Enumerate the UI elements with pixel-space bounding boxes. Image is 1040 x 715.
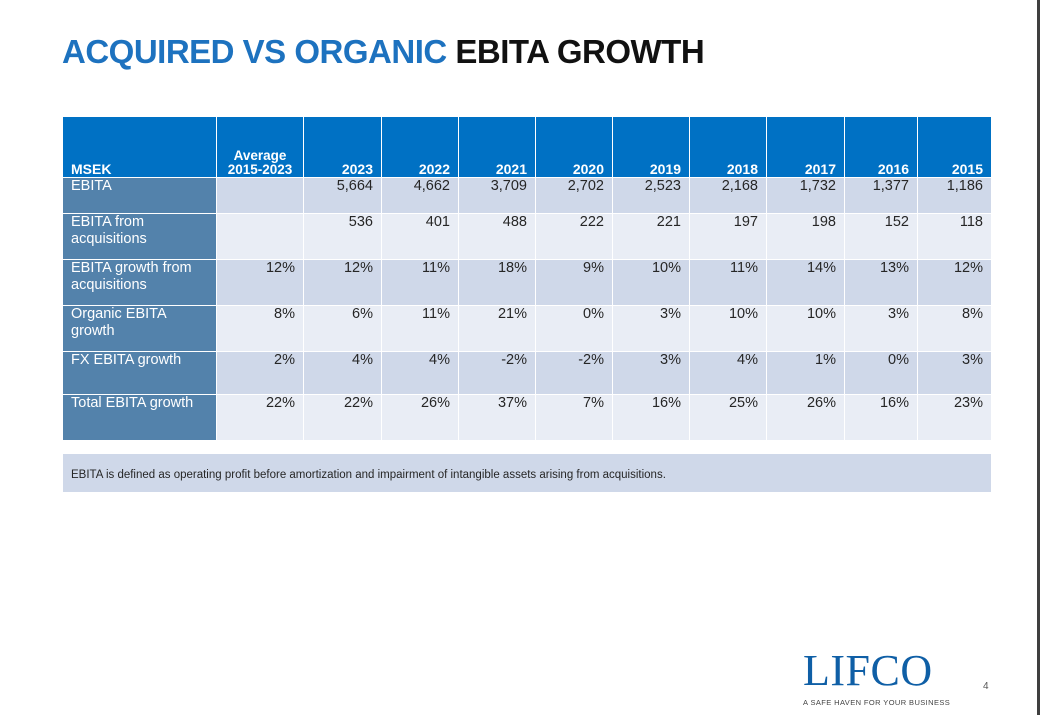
title-part-1: ACQUIRED VS ORGANIC <box>62 33 447 70</box>
table-cell: 1,377 <box>845 178 918 214</box>
table-cell: 1,732 <box>767 178 845 214</box>
table-cell: 401 <box>382 214 459 260</box>
table-cell: 3% <box>918 352 991 395</box>
table-cell: 0% <box>845 352 918 395</box>
table-row: FX EBITA growth 2% 4% 4% -2% -2% 3% 4% 1… <box>63 352 991 395</box>
row-label: EBITA <box>63 178 217 214</box>
table-cell: 152 <box>845 214 918 260</box>
logo-wordmark: LIFCO <box>803 646 933 695</box>
column-header: 2017 <box>767 117 845 178</box>
lifco-logo: LIFCO A SAFE HAVEN FOR YOUR BUSINESS <box>803 646 953 708</box>
table-cell: 13% <box>845 260 918 306</box>
table-cell: 21% <box>459 306 536 352</box>
table-cell: 222 <box>536 214 613 260</box>
table-cell: 3% <box>613 352 690 395</box>
table-cell: 10% <box>690 306 767 352</box>
table-cell: 198 <box>767 214 845 260</box>
table-cell: 12% <box>304 260 382 306</box>
table-cell: 11% <box>690 260 767 306</box>
table-cell: 16% <box>845 395 918 441</box>
row-label: EBITA growth from acquisitions <box>63 260 217 306</box>
table-row: Total EBITA growth 22% 22% 26% 37% 7% 16… <box>63 395 991 441</box>
column-header: 2020 <box>536 117 613 178</box>
table-cell: 10% <box>613 260 690 306</box>
table-cell: 3,709 <box>459 178 536 214</box>
column-header: 2019 <box>613 117 690 178</box>
table-cell: 4% <box>304 352 382 395</box>
slide-right-border <box>1037 0 1040 715</box>
table-cell: 2,523 <box>613 178 690 214</box>
logo-tagline: A SAFE HAVEN FOR YOUR BUSINESS <box>803 698 951 707</box>
table-cell: 1,186 <box>918 178 991 214</box>
table-row: EBITA growth from acquisitions 12% 12% 1… <box>63 260 991 306</box>
table-cell: 2,702 <box>536 178 613 214</box>
table-cell: 4,662 <box>382 178 459 214</box>
row-label: FX EBITA growth <box>63 352 217 395</box>
table-cell: 3% <box>613 306 690 352</box>
table-cell <box>217 214 304 260</box>
column-header: 2018 <box>690 117 767 178</box>
table-cell: 8% <box>918 306 991 352</box>
table-row: EBITA 5,664 4,662 3,709 2,702 2,523 2,16… <box>63 178 991 214</box>
table-row: Organic EBITA growth 8% 6% 11% 21% 0% 3%… <box>63 306 991 352</box>
column-header: 2023 <box>304 117 382 178</box>
table-cell: 11% <box>382 306 459 352</box>
table-cell: 488 <box>459 214 536 260</box>
table-cell: 25% <box>690 395 767 441</box>
table-row: EBITA from acquisitions 536 401 488 222 … <box>63 214 991 260</box>
table-cell: 18% <box>459 260 536 306</box>
table-cell: 10% <box>767 306 845 352</box>
table-cell: 536 <box>304 214 382 260</box>
table-cell: 9% <box>536 260 613 306</box>
title-part-2: EBITA GROWTH <box>455 33 705 70</box>
table-footnote: EBITA is defined as operating profit bef… <box>63 454 991 492</box>
table-cell: 22% <box>304 395 382 441</box>
column-header: 2016 <box>845 117 918 178</box>
table-cell: 16% <box>613 395 690 441</box>
table-cell: 26% <box>382 395 459 441</box>
table-cell: 5,664 <box>304 178 382 214</box>
table-cell: 2% <box>217 352 304 395</box>
row-label: Total EBITA growth <box>63 395 217 441</box>
table-cell: 23% <box>918 395 991 441</box>
table-cell: -2% <box>536 352 613 395</box>
table-cell: 11% <box>382 260 459 306</box>
column-header: 2022 <box>382 117 459 178</box>
table-cell: 118 <box>918 214 991 260</box>
table-cell: 1% <box>767 352 845 395</box>
table-cell: 8% <box>217 306 304 352</box>
row-label: EBITA from acquisitions <box>63 214 217 260</box>
column-header: Average 2015-2023 <box>217 117 304 178</box>
table-header-row: MSEK Average 2015-2023 2023 2022 2021 20… <box>63 117 991 178</box>
column-header: 2015 <box>918 117 991 178</box>
table-cell: 0% <box>536 306 613 352</box>
table-cell: 4% <box>690 352 767 395</box>
table-cell: 4% <box>382 352 459 395</box>
table-cell: 26% <box>767 395 845 441</box>
slide-title: ACQUIRED VS ORGANIC EBITA GROWTH <box>62 33 705 71</box>
column-header: 2021 <box>459 117 536 178</box>
table-cell: 12% <box>217 260 304 306</box>
page-number: 4 <box>983 681 989 692</box>
table-cell: 7% <box>536 395 613 441</box>
table-cell: 3% <box>845 306 918 352</box>
table-cell: 12% <box>918 260 991 306</box>
table-cell: 37% <box>459 395 536 441</box>
table-cell: 221 <box>613 214 690 260</box>
table-cell: 14% <box>767 260 845 306</box>
table-cell: 2,168 <box>690 178 767 214</box>
column-header: MSEK <box>63 117 217 178</box>
table-cell: 6% <box>304 306 382 352</box>
row-label: Organic EBITA growth <box>63 306 217 352</box>
ebita-growth-table: MSEK Average 2015-2023 2023 2022 2021 20… <box>63 117 991 441</box>
table-cell: 197 <box>690 214 767 260</box>
table-cell: -2% <box>459 352 536 395</box>
table-cell <box>217 178 304 214</box>
table-cell: 22% <box>217 395 304 441</box>
